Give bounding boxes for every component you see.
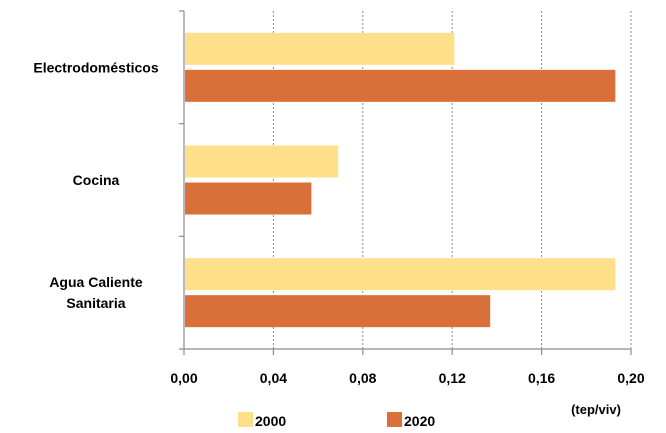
legend-swatch [387,412,402,427]
x-tick-label: 0,20 [617,370,644,386]
category-labels: Electrodomésticos Cocina Agua Caliente Sani… [33,59,158,311]
x-tick-label: 0,16 [528,370,555,386]
bar-2000 [185,32,455,65]
axes [179,10,632,355]
legend: 2000 2020 [238,412,435,429]
bars [185,32,616,328]
bar-2000 [185,145,339,178]
gridlines [272,11,632,349]
x-tick-label: 0,08 [349,370,376,386]
category-label: Cocina [73,172,120,188]
x-axis-unit-label: (tep/viv) [571,402,621,417]
legend-label: 2000 [255,413,286,428]
x-tick-labels: 0,00 0,04 0,08 0,12 0,16 0,20 [170,370,644,386]
bar-2020 [185,182,312,215]
x-tick-label: 0,12 [439,370,466,386]
legend-swatch [238,412,253,427]
x-tick-label: 0,00 [170,370,197,386]
category-label: Agua Caliente Sanitaria [49,274,143,311]
category-label: Electrodomésticos [33,59,158,75]
x-tick-label: 0,04 [260,370,287,386]
bar-2020 [185,69,616,102]
bar-2020 [185,295,491,328]
legend-label: 2020 [404,413,435,428]
bar-2000 [185,258,616,291]
